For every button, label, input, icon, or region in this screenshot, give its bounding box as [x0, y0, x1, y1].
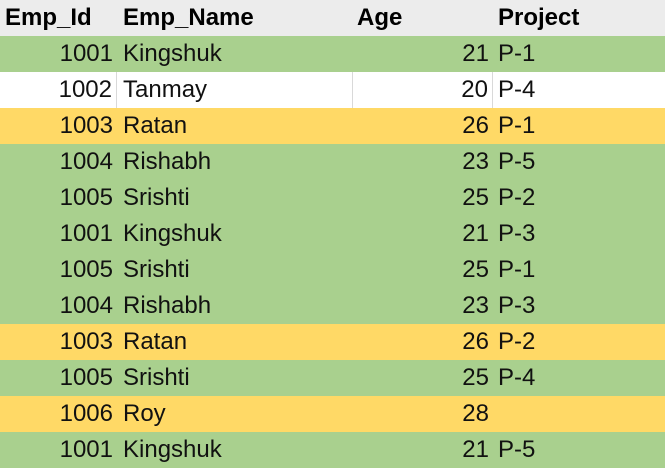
- emp-name-cell[interactable]: Tanmay: [117, 72, 353, 108]
- emp-id-cell[interactable]: 1001: [59, 40, 113, 67]
- table-row: 1004 Rishabh 23 P-5: [0, 144, 665, 180]
- table-row: 1001 Kingshuk 21 P-3: [0, 216, 665, 252]
- table-row: 1002 Tanmay 20 P-4: [0, 72, 665, 108]
- age-cell[interactable]: 21: [462, 40, 489, 67]
- emp-id-cell[interactable]: 1005: [59, 364, 113, 391]
- project-cell[interactable]: P-3: [498, 220, 536, 247]
- emp-name-cell[interactable]: Srishti: [123, 256, 190, 283]
- emp-name-cell[interactable]: Srishti: [123, 364, 190, 391]
- emp-id-cell[interactable]: 1001: [59, 220, 113, 247]
- age-cell[interactable]: 25: [462, 256, 489, 283]
- emp-id-cell[interactable]: 1006: [59, 400, 113, 427]
- emp-name-cell[interactable]: Kingshuk: [123, 220, 222, 247]
- age-cell[interactable]: 25: [462, 184, 489, 211]
- age-cell[interactable]: 20: [353, 72, 493, 108]
- header-age[interactable]: Age: [357, 4, 403, 31]
- header-emp-name[interactable]: Emp_Name: [123, 4, 254, 31]
- age-cell[interactable]: 28: [462, 400, 489, 427]
- emp-id-cell[interactable]: 1003: [59, 328, 113, 355]
- project-cell[interactable]: P-5: [498, 436, 536, 463]
- age-cell[interactable]: 23: [462, 292, 489, 319]
- emp-id-cell[interactable]: 1005: [59, 184, 113, 211]
- age-cell[interactable]: 21: [462, 220, 489, 247]
- emp-name-cell[interactable]: Srishti: [123, 184, 190, 211]
- emp-id-cell[interactable]: 1003: [59, 112, 113, 139]
- bottom-strip: [0, 468, 665, 472]
- table-row: 1005 Srishti 25 P-2: [0, 180, 665, 216]
- table-row: 1003 Ratan 26 P-1: [0, 108, 665, 144]
- age-cell[interactable]: 21: [462, 436, 489, 463]
- emp-name-cell[interactable]: Rishabh: [123, 292, 212, 319]
- table-row: 1006 Roy 28: [0, 396, 665, 432]
- emp-name-cell[interactable]: Ratan: [123, 112, 188, 139]
- project-cell[interactable]: [493, 396, 665, 432]
- project-cell[interactable]: P-4: [498, 76, 536, 103]
- project-cell[interactable]: P-2: [498, 328, 536, 355]
- header-project[interactable]: Project: [498, 4, 580, 31]
- table-row: 1001 Kingshuk 21 P-1: [0, 36, 665, 72]
- table-row: 1005 Srishti 25 P-1: [0, 252, 665, 288]
- emp-id-cell[interactable]: 1004: [59, 148, 113, 175]
- emp-id-cell[interactable]: 1001: [59, 436, 113, 463]
- emp-name-cell[interactable]: Rishabh: [123, 148, 212, 175]
- project-cell[interactable]: P-1: [498, 40, 536, 67]
- emp-id-cell[interactable]: 1002: [0, 72, 117, 108]
- project-cell[interactable]: P-5: [498, 148, 536, 175]
- age-cell[interactable]: 23: [462, 148, 489, 175]
- emp-name-cell[interactable]: Kingshuk: [123, 40, 222, 67]
- table-row: 1003 Ratan 26 P-2: [0, 324, 665, 360]
- emp-id-cell[interactable]: 1004: [59, 292, 113, 319]
- project-cell[interactable]: P-3: [498, 292, 536, 319]
- emp-name-cell[interactable]: Kingshuk: [123, 436, 222, 463]
- emp-name-cell[interactable]: Ratan: [123, 328, 188, 355]
- table-row: 1005 Srishti 25 P-4: [0, 360, 665, 396]
- table-row: 1001 Kingshuk 21 P-5: [0, 432, 665, 468]
- header-row: Emp_Id Emp_Name Age Project: [0, 0, 665, 36]
- project-cell[interactable]: P-4: [498, 364, 536, 391]
- header-emp-id[interactable]: Emp_Id: [5, 4, 92, 31]
- emp-id-cell[interactable]: 1005: [59, 256, 113, 283]
- table-row: 1004 Rishabh 23 P-3: [0, 288, 665, 324]
- project-cell[interactable]: P-1: [498, 112, 536, 139]
- age-cell[interactable]: 26: [462, 328, 489, 355]
- age-cell[interactable]: 25: [462, 364, 489, 391]
- emp-name-cell[interactable]: Roy: [123, 400, 166, 427]
- project-cell[interactable]: P-2: [498, 184, 536, 211]
- age-cell[interactable]: 26: [462, 112, 489, 139]
- project-cell[interactable]: P-1: [498, 256, 536, 283]
